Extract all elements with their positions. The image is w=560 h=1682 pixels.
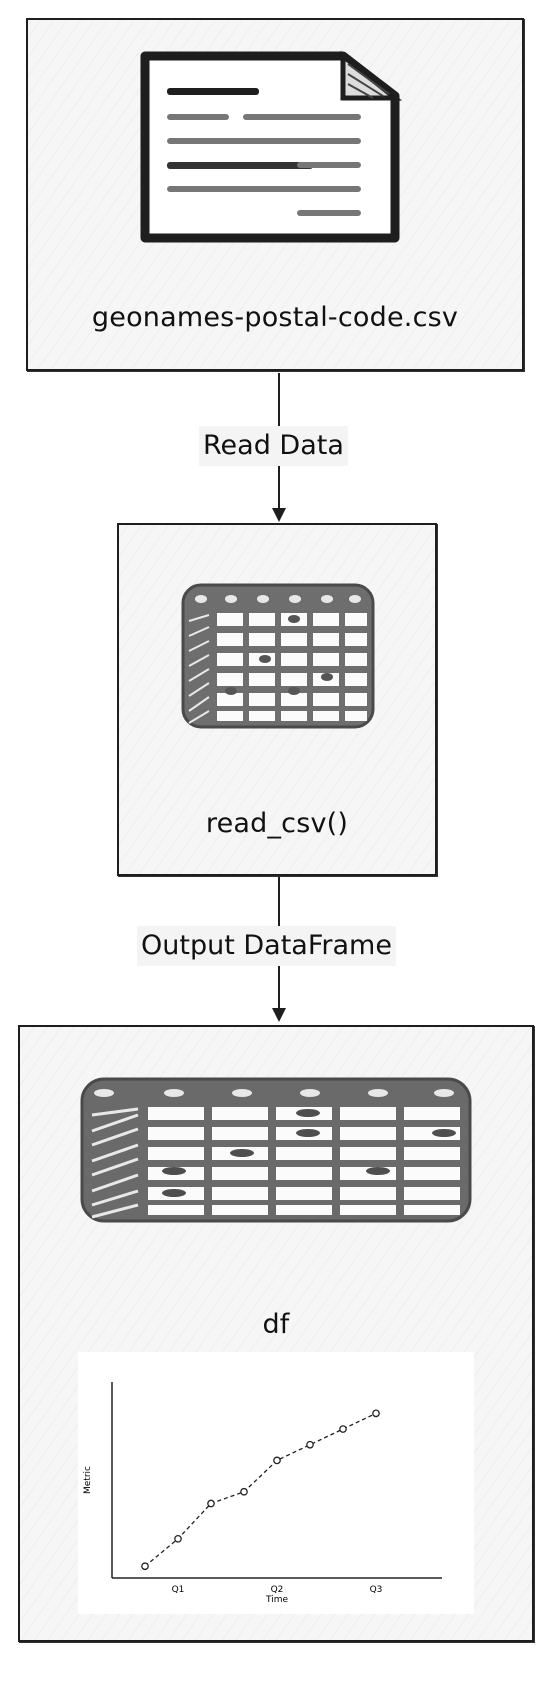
table-icon [179, 581, 377, 731]
table-icon [78, 1075, 474, 1225]
node-label: read_csv() [205, 808, 349, 839]
edge-label-read-data: Read Data [199, 426, 348, 466]
node-read-csv[interactable]: read_csv() [117, 523, 437, 876]
x-tick-label: Q2 [271, 1585, 284, 1595]
node-dataframe[interactable]: df Metric Time Q1 Q2 Q3 [18, 1025, 534, 1642]
x-tick-label: Q3 [370, 1585, 383, 1595]
x-axis-label: Time [265, 1595, 288, 1605]
line-chart-svg: Metric Time Q1 Q2 Q3 [83, 1382, 442, 1605]
data-point [240, 1487, 248, 1496]
x-tick-label: Q1 [172, 1585, 185, 1595]
node-csv-file[interactable]: geonames-postal-code.csv [26, 18, 524, 371]
data-point [372, 1409, 380, 1418]
line-chart: Metric Time Q1 Q2 Q3 [78, 1352, 474, 1614]
arrow-down-icon [272, 508, 286, 522]
y-axis-label: Metric [83, 1466, 93, 1494]
data-point [141, 1562, 149, 1571]
document-icon [133, 48, 419, 248]
data-point [306, 1440, 314, 1449]
node-label: geonames-postal-code.csv [91, 302, 459, 333]
series-line [144, 1412, 377, 1567]
data-point [273, 1456, 281, 1465]
node-label: df [262, 1309, 290, 1340]
data-point [207, 1499, 215, 1508]
arrow-down-icon [272, 1008, 286, 1022]
data-point [339, 1425, 347, 1433]
edge-label-output-dataframe: Output DataFrame [137, 926, 396, 966]
data-point [174, 1534, 182, 1543]
